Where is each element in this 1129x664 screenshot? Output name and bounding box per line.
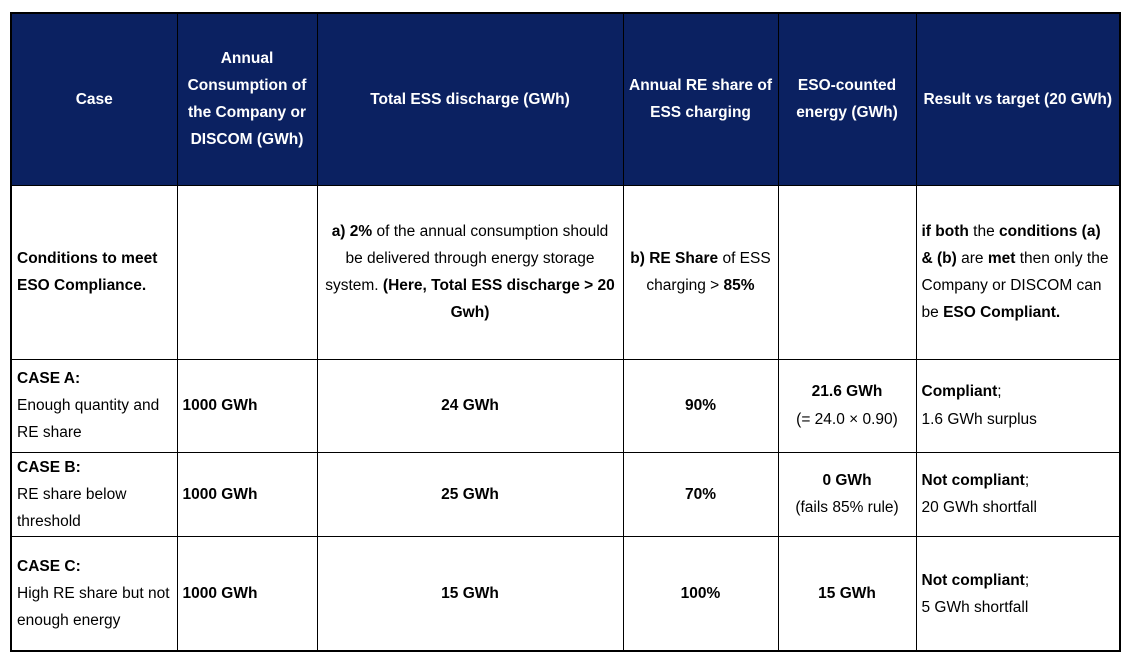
text-run: 0 GWh	[822, 472, 872, 490]
table-row-conditions: Conditions to meet ESO Compliance. a) 2% …	[10, 184, 1121, 360]
text-run: (fails 85% rule)	[795, 499, 899, 517]
text-run: Conditions to meet ESO Compliance.	[17, 249, 162, 294]
text-run: Compliant	[921, 383, 998, 401]
cell-case-c-annual-consumption: 1000 GWh	[176, 535, 318, 652]
eso-compliance-table: Case Annual Consumption of the Company or…	[10, 12, 1121, 653]
table-row-case-b: CASE B: RE share below threshold 1000 GWh…	[10, 451, 1121, 537]
cell-conditions-result: if both the conditions (a) & (b) are met…	[915, 184, 1121, 360]
cell-case-a-re-share: 90%	[622, 358, 779, 453]
text-run: 1000 GWh	[182, 585, 258, 603]
text-run: 70%	[684, 485, 717, 503]
cell-case-b-ess-discharge: 25 GWh	[316, 451, 624, 537]
cell-case-b-re-share: 70%	[622, 451, 779, 537]
table-page: Case Annual Consumption of the Company or…	[10, 12, 1121, 653]
text-run: ; 1.6 GWh surplus	[921, 383, 1037, 428]
cell-case-a-ess-discharge: 24 GWh	[316, 358, 624, 453]
cell-case-a-annual-consumption: 1000 GWh	[176, 358, 318, 453]
text-run: 15 GWh	[818, 585, 876, 603]
text-run: 25 GWh	[441, 485, 499, 503]
cell-case-b-eso-counted: 0 GWh (fails 85% rule)	[777, 451, 917, 537]
text-run: High RE share but not enough energy	[17, 585, 170, 630]
text-run: of ESS charging >	[646, 249, 776, 294]
header-cell-ess-discharge: Total ESS discharge (GWh)	[316, 12, 624, 186]
cell-case-c-case: CASE C: High RE share but not enough ene…	[10, 535, 178, 652]
table-header: Case Annual Consumption of the Company or…	[10, 12, 1121, 186]
text-run: 100%	[680, 585, 721, 603]
cell-case-b-case: CASE B: RE share below threshold	[10, 451, 178, 537]
text-run: 24 GWh	[441, 396, 499, 414]
header-cell-case: Case	[10, 12, 178, 186]
text-run: the	[968, 222, 1000, 240]
header-cell-result: Result vs target (20 GWh)	[915, 12, 1121, 186]
text-run: Enough quantity and RE share	[17, 396, 160, 442]
table-body: Conditions to meet ESO Compliance. a) 2% …	[10, 184, 1121, 652]
text-run: ESO Compliant.	[943, 304, 1061, 322]
text-run: 1000 GWh	[182, 485, 258, 503]
text-run: ; 20 GWh shortfall	[921, 472, 1037, 517]
cell-conditions-ess-discharge: a) 2% of the annual consumption should b…	[316, 184, 624, 360]
text-run: Not compliant	[921, 571, 1025, 589]
text-run: are	[956, 249, 988, 267]
text-run: (= 24.0 × 0.90)	[796, 410, 898, 428]
text-run: of the annual consumption should be deli…	[325, 222, 613, 294]
cell-case-a-case: CASE A: Enough quantity and RE share	[10, 358, 178, 453]
header-cell-annual-consumption: Annual Consumption of the Company or DIS…	[176, 12, 318, 186]
cell-case-b-result: Not compliant; 20 GWh shortfall	[915, 451, 1121, 537]
cell-conditions-annual-consumption	[176, 184, 318, 360]
cell-case-c-ess-discharge: 15 GWh	[316, 535, 624, 652]
cell-conditions-re-share: b) RE Share of ESS charging > 85%	[622, 184, 779, 360]
table-row-case-a: CASE A: Enough quantity and RE share 1000…	[10, 358, 1121, 453]
cell-case-c-eso-counted: 15 GWh	[777, 535, 917, 652]
text-run: 21.6 GWh	[811, 383, 883, 401]
text-run: conditions (a) & (b)	[921, 222, 1105, 267]
text-run: ; 5 GWh shortfall	[921, 571, 1030, 616]
text-run: (Here, Total ESS discharge > 20 Gwh)	[382, 277, 620, 322]
text-run: CASE A:	[17, 369, 81, 387]
cell-case-a-eso-counted: 21.6 GWh (= 24.0 × 0.90)	[777, 358, 917, 453]
header-row: Case Annual Consumption of the Company or…	[10, 12, 1121, 186]
text-run: CASE C:	[17, 557, 81, 575]
text-run: RE share below threshold	[17, 485, 127, 530]
header-cell-eso-counted: ESO-counted energy (GWh)	[777, 12, 917, 186]
cell-case-c-re-share: 100%	[622, 535, 779, 652]
text-run: b) RE Share	[630, 249, 719, 267]
cell-conditions-case: Conditions to meet ESO Compliance.	[10, 184, 178, 360]
header-cell-re-share: Annual RE share of ESS charging	[622, 12, 779, 186]
text-run: 85%	[723, 277, 755, 294]
cell-conditions-eso-counted	[777, 184, 917, 360]
text-run: 90%	[684, 396, 717, 414]
text-run: 15 GWh	[441, 585, 499, 603]
text-run: met	[987, 249, 1016, 267]
text-run: Not compliant	[921, 472, 1025, 490]
text-run: 1000 GWh	[182, 396, 258, 414]
text-run: CASE B:	[17, 458, 81, 476]
text-run: then only the Company or DISCOM can be	[921, 249, 1113, 322]
cell-case-c-result: Not compliant; 5 GWh shortfall	[915, 535, 1121, 652]
table-row-case-c: CASE C: High RE share but not enough ene…	[10, 535, 1121, 652]
cell-case-a-result: Compliant; 1.6 GWh surplus	[915, 358, 1121, 453]
text-run: if both	[921, 222, 969, 240]
cell-case-b-annual-consumption: 1000 GWh	[176, 451, 318, 537]
text-run: a) 2%	[331, 222, 373, 240]
